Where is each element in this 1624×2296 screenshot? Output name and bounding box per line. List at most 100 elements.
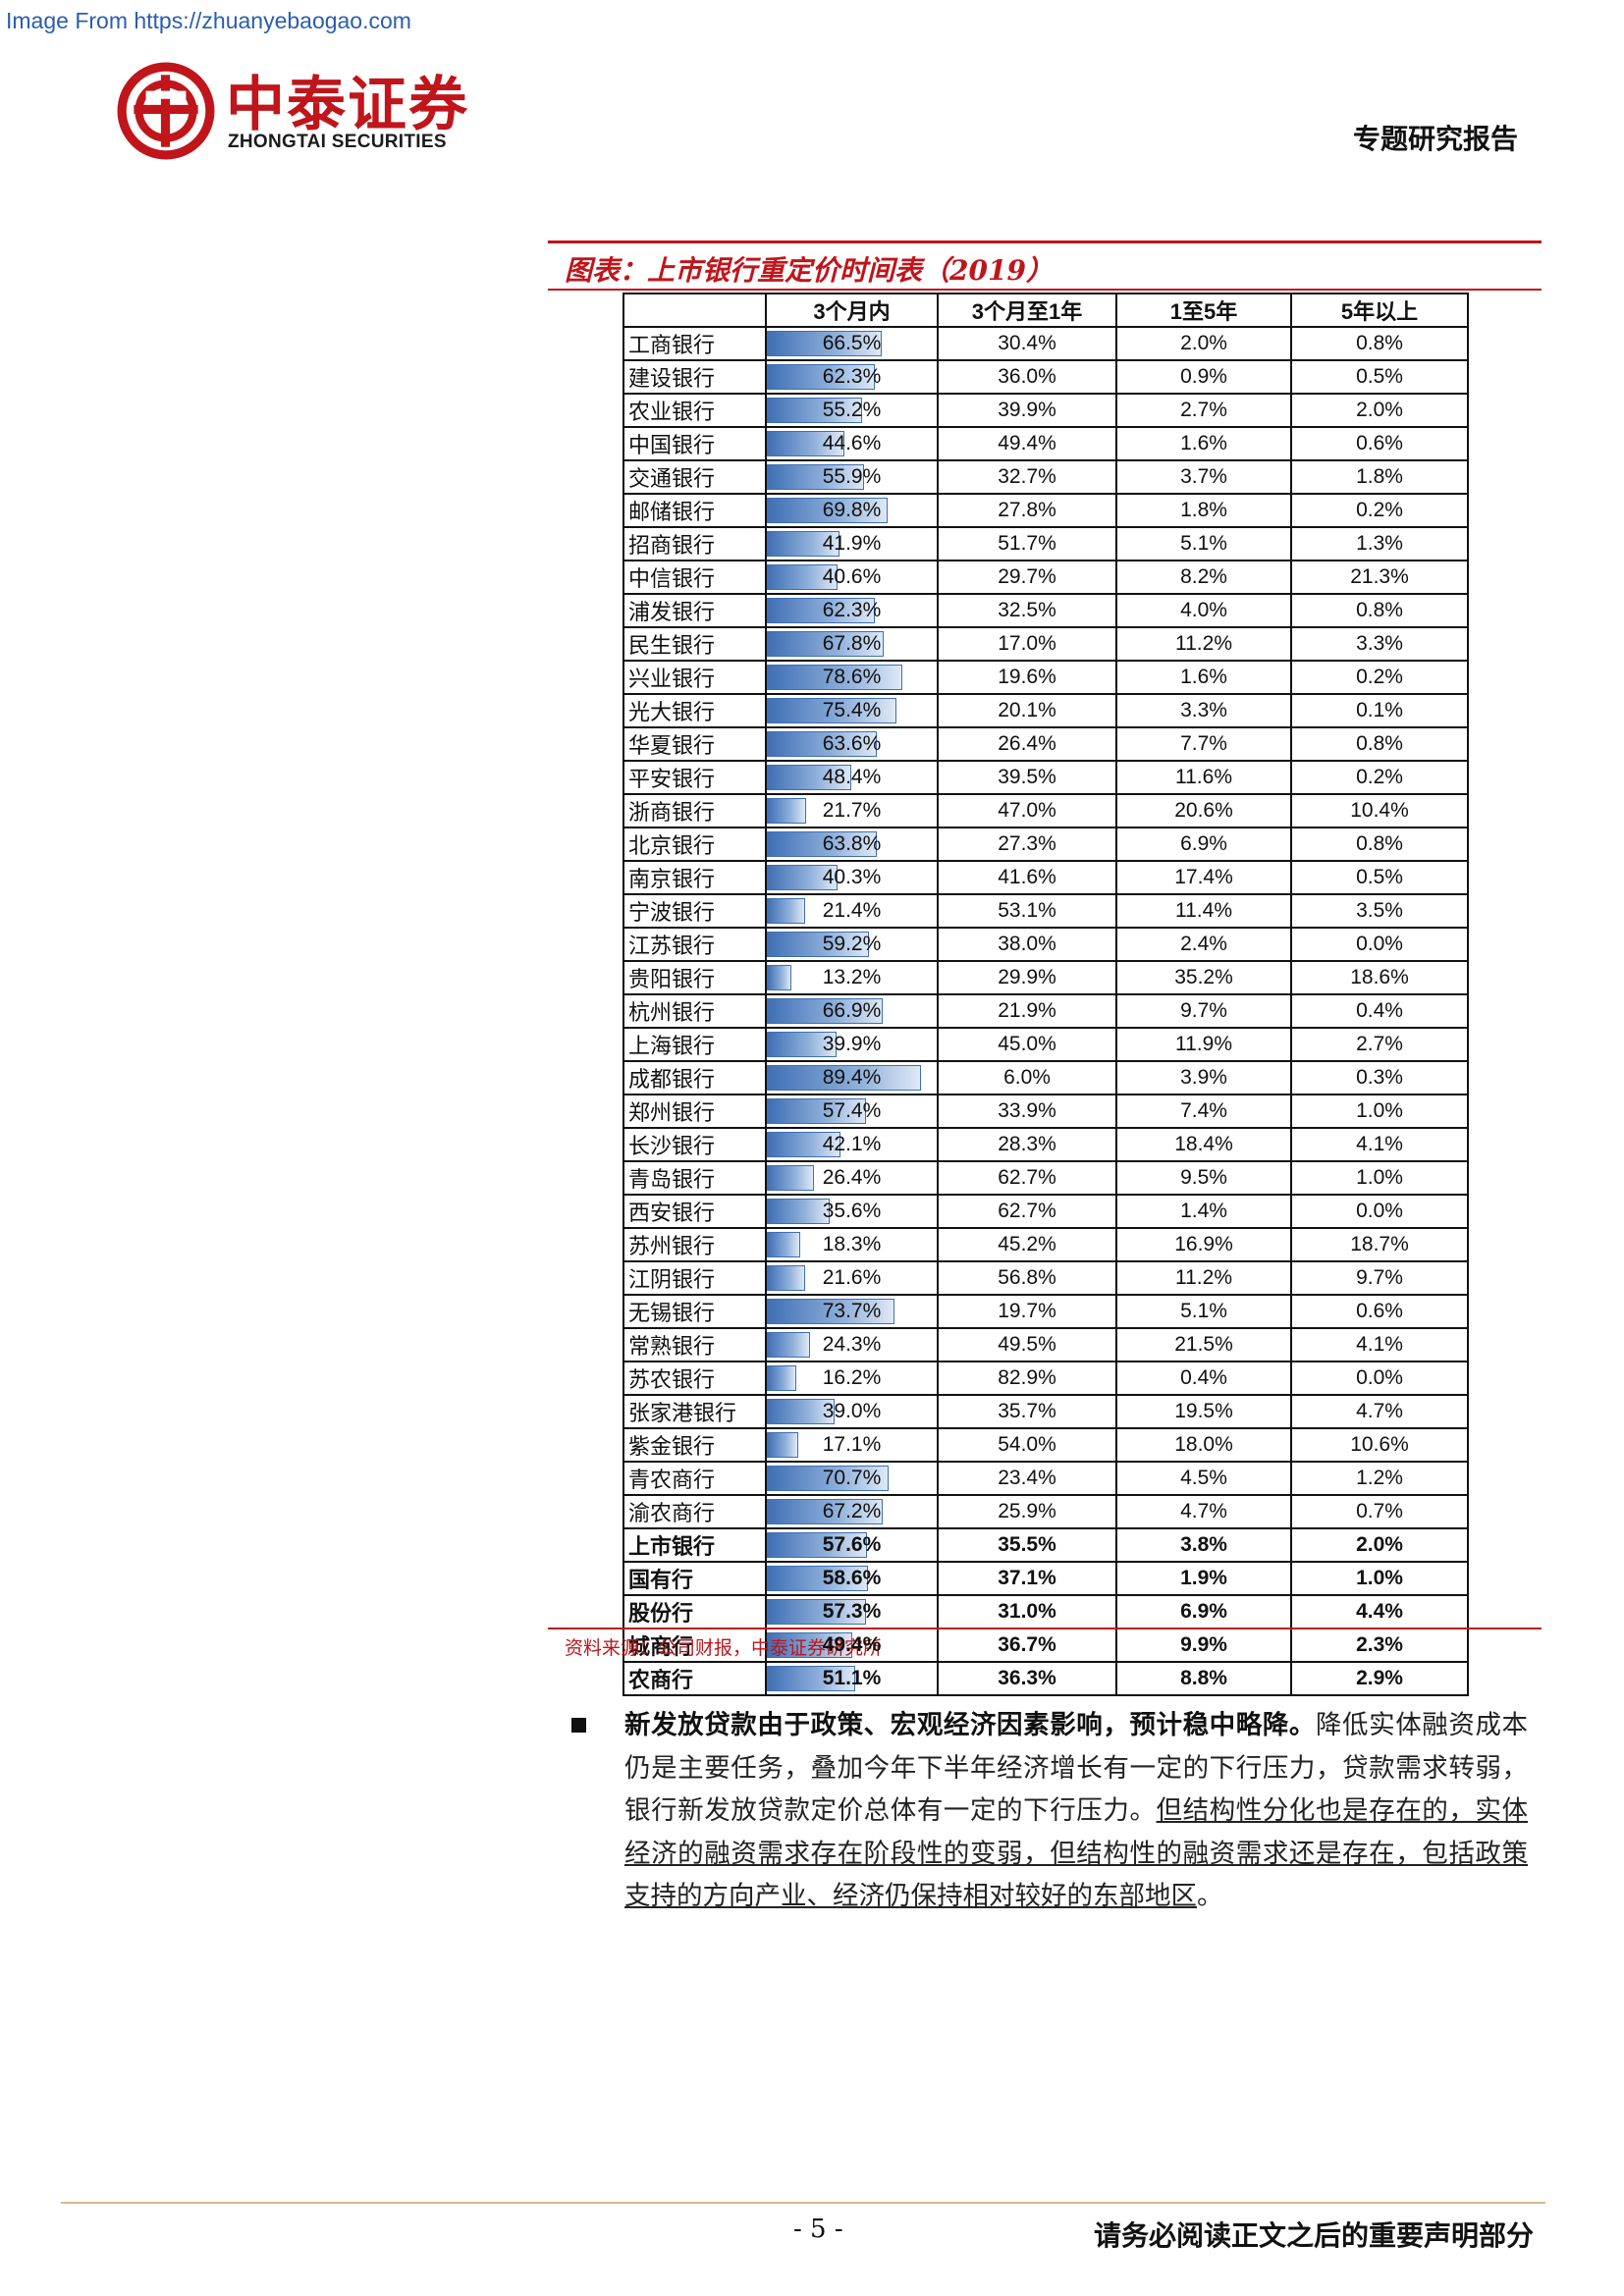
cell-value: 67.8% — [822, 632, 882, 655]
table-row: 国有行 58.6% 37.1% 1.9% 1.0% — [623, 1561, 1469, 1596]
value-cell: 32.5% — [937, 593, 1117, 628]
within-3-months-cell: 35.6% — [765, 1194, 939, 1229]
value-cell: 4.7% — [1290, 1394, 1469, 1429]
table-row: 农业银行 55.2% 39.9% 2.7% 2.0% — [623, 393, 1469, 428]
value-cell: 49.4% — [937, 426, 1117, 461]
value-cell: 53.1% — [937, 893, 1117, 929]
within-3-months-cell: 39.0% — [765, 1394, 939, 1429]
within-3-months-cell: 70.7% — [765, 1461, 939, 1496]
bank-name-cell: 无锡银行 — [623, 1294, 767, 1329]
cell-value: 66.9% — [822, 999, 882, 1022]
value-cell: 19.6% — [937, 660, 1117, 695]
within-3-months-cell: 13.2% — [765, 960, 939, 995]
value-cell: 4.1% — [1290, 1127, 1469, 1162]
value-cell: 39.5% — [937, 760, 1117, 795]
value-cell: 7.7% — [1115, 726, 1292, 762]
table-body: 工商银行 66.5% 30.4% 2.0% 0.8% 建设银行 62.3% 36.0% 0.9%… — [623, 326, 1469, 1696]
value-cell: 16.9% — [1115, 1227, 1292, 1262]
value-cell: 21.5% — [1115, 1327, 1292, 1362]
value-cell: 11.2% — [1115, 626, 1292, 662]
value-cell: 35.5% — [937, 1527, 1117, 1563]
table-row: 紫金银行 17.1% 54.0% 18.0% 10.6% — [623, 1427, 1469, 1463]
cell-value: 55.9% — [822, 465, 882, 488]
value-cell: 1.8% — [1290, 459, 1469, 495]
figure-title-rule — [548, 289, 1542, 291]
within-3-months-cell: 40.3% — [765, 860, 939, 895]
value-cell: 0.8% — [1290, 827, 1469, 862]
bank-name-cell: 成都银行 — [623, 1060, 767, 1095]
within-3-months-cell: 44.6% — [765, 426, 939, 461]
value-cell: 5.1% — [1115, 526, 1292, 561]
cell-value: 21.7% — [822, 799, 882, 822]
value-cell: 0.6% — [1290, 1294, 1469, 1329]
cell-value: 73.7% — [822, 1300, 882, 1322]
data-bar — [768, 1199, 830, 1224]
bank-name-cell: 渝农商行 — [623, 1494, 767, 1529]
within-3-months-cell: 51.1% — [765, 1661, 939, 1696]
table-row: 青岛银行 26.4% 62.7% 9.5% 1.0% — [623, 1160, 1469, 1196]
page-number: - 5 - — [793, 2215, 843, 2244]
data-bar — [768, 1632, 853, 1658]
value-cell: 9.5% — [1115, 1160, 1292, 1196]
value-cell: 8.8% — [1115, 1661, 1292, 1696]
within-3-months-cell: 67.8% — [765, 626, 939, 662]
value-cell: 4.7% — [1115, 1494, 1292, 1529]
bank-name-cell: 贵阳银行 — [623, 960, 767, 995]
value-cell: 45.2% — [937, 1227, 1117, 1262]
cell-value: 21.4% — [822, 899, 882, 922]
data-bar — [768, 932, 870, 957]
table-row: 兴业银行 78.6% 19.6% 1.6% 0.2% — [623, 660, 1469, 695]
paragraph-underlined-text: 但结构性分化也是存在的，实体经济的融资需求存在阶段性的变弱，但结构性的融资需求还… — [624, 1795, 1529, 1911]
within-3-months-cell: 62.3% — [765, 593, 939, 628]
value-cell: 37.1% — [937, 1561, 1117, 1596]
within-3-months-cell: 41.9% — [765, 526, 939, 561]
cell-value: 51.1% — [822, 1667, 882, 1689]
value-cell: 18.0% — [1115, 1427, 1292, 1463]
value-cell: 0.4% — [1115, 1361, 1292, 1396]
cell-value: 41.9% — [822, 532, 882, 555]
value-cell: 3.7% — [1115, 459, 1292, 495]
data-bar — [768, 1399, 836, 1424]
column-header: 1至5年 — [1115, 293, 1292, 328]
value-cell: 4.5% — [1115, 1461, 1292, 1496]
value-cell: 11.4% — [1115, 893, 1292, 929]
data-bar — [768, 1032, 838, 1057]
data-bar — [768, 1299, 894, 1324]
within-3-months-cell: 49.4% — [765, 1628, 939, 1663]
value-cell: 4.4% — [1290, 1594, 1469, 1629]
cell-value: 24.3% — [822, 1333, 882, 1356]
within-3-months-cell: 40.6% — [765, 560, 939, 595]
within-3-months-cell: 63.8% — [765, 827, 939, 862]
bank-name-cell: 宁波银行 — [623, 893, 767, 929]
within-3-months-cell: 66.5% — [765, 326, 939, 361]
data-bar — [768, 1132, 840, 1157]
report-type-label: 专题研究报告 — [1352, 123, 1518, 155]
value-cell: 6.0% — [937, 1060, 1117, 1095]
value-cell: 3.5% — [1290, 893, 1469, 929]
within-3-months-cell: 75.4% — [765, 693, 939, 728]
value-cell: 20.6% — [1115, 793, 1292, 828]
table-row: 江苏银行 59.2% 38.0% 2.4% 0.0% — [623, 927, 1469, 962]
value-cell: 19.5% — [1115, 1394, 1292, 1429]
data-bar — [768, 331, 883, 356]
value-cell: 28.3% — [937, 1127, 1117, 1162]
data-bar — [768, 731, 878, 757]
column-header: 3个月内 — [765, 293, 939, 328]
value-cell: 54.0% — [937, 1427, 1117, 1463]
bank-name-cell: 长沙银行 — [623, 1127, 767, 1162]
value-cell: 20.1% — [937, 693, 1117, 728]
bank-name-cell: 交通银行 — [623, 459, 767, 495]
within-3-months-cell: 62.3% — [765, 359, 939, 395]
value-cell: 51.7% — [937, 526, 1117, 561]
column-header: 5年以上 — [1290, 293, 1469, 328]
value-cell: 1.2% — [1290, 1461, 1469, 1496]
value-cell: 0.8% — [1290, 326, 1469, 361]
within-3-months-cell: 55.9% — [765, 459, 939, 495]
watermark-text: Image From https://zhuanyebaogao.com — [6, 8, 411, 33]
data-bar — [768, 1566, 869, 1591]
within-3-months-cell: 67.2% — [765, 1494, 939, 1529]
value-cell: 9.7% — [1290, 1260, 1469, 1296]
value-cell: 0.2% — [1290, 760, 1469, 795]
value-cell: 10.4% — [1290, 793, 1469, 828]
value-cell: 17.0% — [937, 626, 1117, 662]
